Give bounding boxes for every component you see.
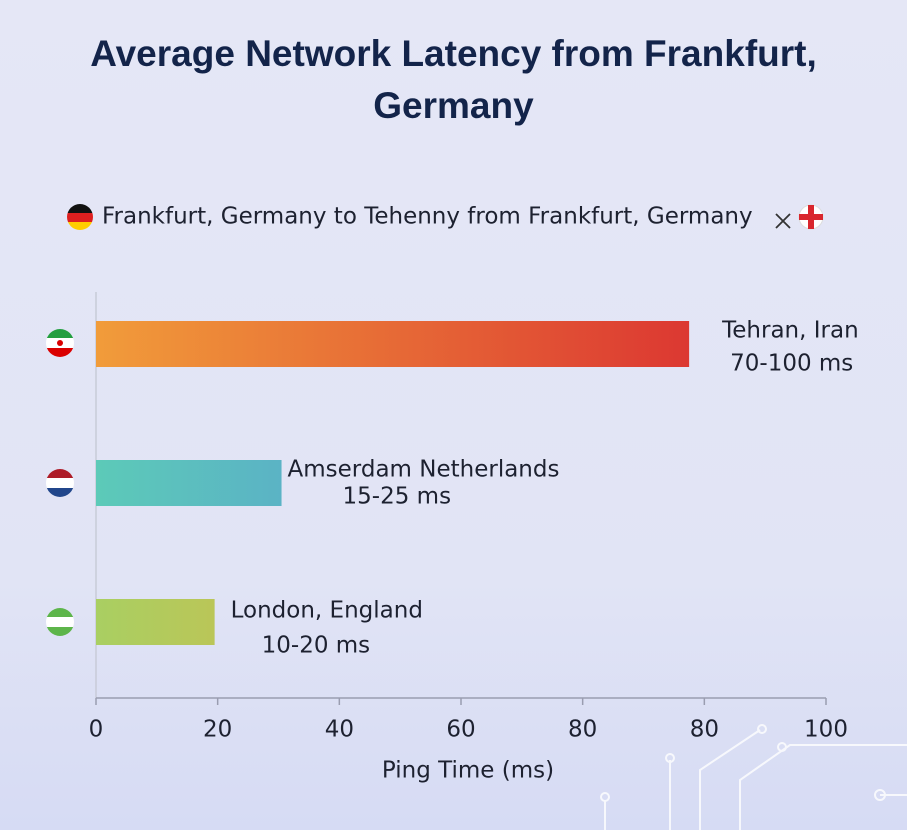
- legend: Frankfurt, Germany to Tehenny from Frank…: [67, 204, 824, 230]
- bar-range: 10-20 ms: [262, 633, 371, 659]
- bar-label: Amserdam Netherlands: [288, 457, 560, 483]
- x-axis-label: Ping Time (ms): [382, 758, 554, 784]
- bar: [96, 460, 282, 506]
- flag-green: [46, 608, 74, 636]
- x-tick-label: 60: [446, 717, 475, 743]
- bar-range: 15-25 ms: [343, 484, 452, 510]
- flag-iran: [46, 329, 74, 357]
- x-tick-label: 80: [568, 717, 597, 743]
- bar: [96, 599, 215, 645]
- bar-label: London, England: [231, 598, 423, 624]
- x-tick-label: 80: [690, 717, 719, 743]
- bar-label: Tehran, Iran: [721, 318, 859, 344]
- x-tick-label: 100: [804, 717, 848, 743]
- close-icon: [775, 213, 791, 229]
- flag-cross: [799, 214, 823, 220]
- bar: [96, 321, 690, 367]
- x-tick-label: 20: [203, 717, 232, 743]
- x-tick-label: 0: [89, 717, 104, 743]
- x-tick-label: 40: [325, 717, 354, 743]
- legend-text: Frankfurt, Germany to Tehenny from Frank…: [102, 204, 753, 230]
- chart-title: Average Network Latency from Frankfurt, …: [90, 33, 817, 126]
- bar-range: 70-100 ms: [730, 351, 853, 377]
- circuit-decoration: [600, 724, 907, 830]
- flag-germany: [67, 204, 93, 230]
- flag-netherlands: [46, 469, 74, 497]
